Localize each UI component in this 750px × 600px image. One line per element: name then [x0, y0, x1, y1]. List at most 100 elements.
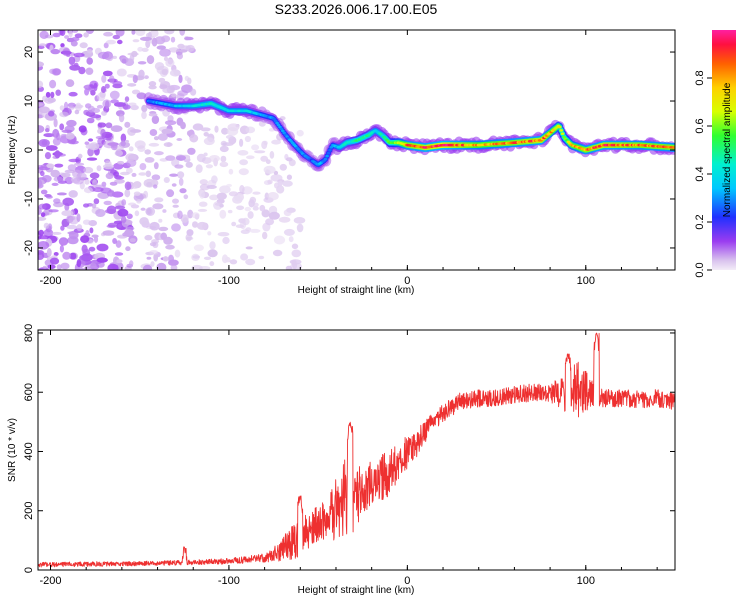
noise-patch — [133, 191, 141, 196]
noise-patch — [60, 172, 71, 178]
snr-panel: -200 -100 0 100 0 200 400 600 800 Height of str… — [7, 324, 676, 596]
noise-patch — [101, 74, 107, 83]
noise-patch — [144, 149, 151, 155]
noise-patch — [244, 135, 251, 143]
noise-patch — [261, 140, 268, 150]
noise-patch — [146, 55, 155, 65]
noise-patch — [125, 153, 137, 162]
noise-patch — [53, 118, 58, 128]
noise-patch — [145, 170, 152, 178]
noise-patch — [92, 179, 98, 188]
noise-patch — [162, 209, 167, 213]
spectrogram-y-ticks: -20 -10 0 10 20 — [23, 46, 675, 256]
noise-patch — [91, 203, 97, 209]
noise-patch — [151, 174, 161, 181]
colorbar-tick-label: 0.0 — [694, 262, 706, 277]
noise-patch — [131, 89, 141, 95]
noise-patch — [104, 83, 110, 89]
noise-patch — [153, 162, 159, 170]
noise-patch — [164, 30, 175, 35]
noise-patch — [62, 197, 74, 206]
noise-patch — [38, 179, 43, 188]
noise-patch — [177, 210, 183, 220]
noise-patch — [38, 241, 50, 250]
colorbar-tick-label: 0.4 — [694, 166, 706, 181]
noise-patch — [158, 133, 168, 141]
noise-patch — [254, 150, 266, 154]
noise-patch — [101, 110, 107, 116]
ridge-core — [325, 154, 329, 158]
noise-patch — [95, 209, 106, 217]
noise-patch — [191, 264, 203, 270]
noise-patch — [102, 70, 113, 77]
noise-patch — [296, 129, 304, 137]
noise-patch — [105, 100, 110, 109]
noise-patch — [152, 203, 164, 210]
noise-patch — [56, 264, 62, 270]
ridge-core — [282, 131, 287, 135]
noise-patch — [168, 259, 179, 266]
noise-patch — [165, 58, 175, 67]
noise-patch — [150, 30, 159, 38]
noise-patch — [286, 174, 292, 180]
noise-patch — [171, 183, 177, 187]
noise-patch — [89, 172, 100, 179]
noise-patch — [125, 167, 133, 174]
y-tick-label: 400 — [23, 442, 35, 460]
noise-patch — [169, 173, 179, 177]
noise-patch — [191, 212, 200, 219]
noise-patch — [49, 79, 57, 89]
noise-patch — [177, 171, 185, 179]
noise-patch — [176, 52, 183, 60]
noise-patch — [117, 39, 123, 45]
noise-patch — [171, 93, 177, 98]
noise-patch — [68, 215, 79, 225]
y-tick-label: 0 — [23, 567, 35, 573]
noise-patch — [161, 68, 169, 76]
noise-patch — [93, 198, 100, 205]
noise-patch — [68, 30, 73, 38]
noise-patch — [103, 42, 109, 49]
noise-patch — [124, 189, 131, 198]
noise-patch — [172, 198, 179, 204]
ridge-core — [562, 135, 566, 139]
noise-patch — [60, 225, 65, 231]
noise-patch — [258, 255, 265, 260]
noise-patch — [176, 138, 183, 141]
noise-patch — [291, 249, 302, 258]
noise-patch — [263, 180, 272, 186]
noise-patch — [131, 172, 137, 177]
noise-patch — [239, 185, 245, 194]
noise-patch — [110, 99, 119, 104]
noise-patch — [129, 238, 136, 243]
noise-patch — [87, 49, 93, 54]
y-tick-label: 0 — [23, 147, 35, 153]
noise-patch — [216, 192, 227, 200]
noise-patch — [121, 58, 127, 64]
snr-series-line — [38, 332, 675, 568]
noise-patch — [124, 121, 131, 128]
noise-patch — [66, 37, 75, 43]
noise-patch — [90, 114, 102, 119]
snr-x-label: Height of straight line (km) — [298, 585, 415, 596]
noise-patch — [61, 210, 74, 217]
noise-patch — [229, 259, 238, 265]
noise-patch — [64, 35, 70, 39]
noise-patch — [209, 194, 219, 201]
noise-patch — [78, 125, 87, 133]
noise-patch — [137, 145, 146, 153]
noise-patch — [46, 248, 52, 257]
noise-patch — [260, 155, 269, 162]
noise-patch — [219, 145, 229, 153]
noise-patch — [220, 140, 227, 147]
noise-patch — [163, 142, 173, 148]
noise-patch — [165, 155, 176, 161]
noise-patch — [159, 48, 171, 57]
noise-patch — [124, 96, 130, 102]
x-tick-label: -200 — [39, 575, 61, 587]
noise-patch — [291, 243, 299, 250]
noise-patch — [101, 86, 106, 93]
noise-patch — [60, 43, 65, 48]
noise-patch — [110, 125, 123, 132]
noise-patch — [185, 161, 193, 168]
